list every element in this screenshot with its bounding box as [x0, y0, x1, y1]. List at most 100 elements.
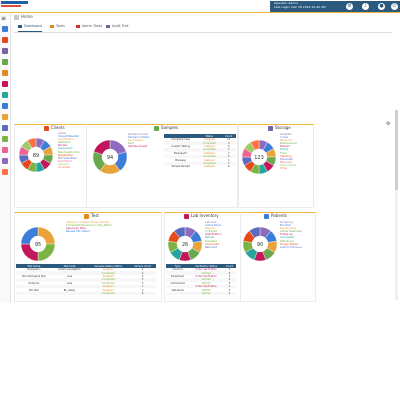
- legend-item[interactable]: Screen Failure: [280, 242, 299, 246]
- table-row[interactable]: Bioassay Assigned 1: [164, 158, 236, 162]
- legend-item[interactable]: Registration: [58, 153, 74, 157]
- legend-item[interactable]: Enrolled: [280, 224, 291, 228]
- legend-item[interactable]: Accepted: [58, 166, 71, 170]
- column-header[interactable]: Sample Count: [129, 264, 156, 268]
- legend-item[interactable]: Qualification: [205, 233, 222, 237]
- legend-item[interactable]: Depleted: [205, 239, 217, 243]
- legend-item[interactable]: Assigned: [58, 162, 70, 166]
- legend-item[interactable]: Active Items: [205, 224, 222, 228]
- sidebar-nav-icon[interactable]: [2, 147, 8, 153]
- table-row[interactable]: Completed 2: [16, 271, 156, 275]
- sidebar-nav-icon[interactable]: [2, 48, 8, 54]
- legend-item[interactable]: Active: [58, 132, 67, 135]
- legend-item[interactable]: Returned: [205, 245, 217, 249]
- sidebar-nav-icon[interactable]: [2, 169, 8, 175]
- legend-item[interactable]: Lost to Follow-up: [280, 245, 302, 249]
- legend-item[interactable]: Sample Arrived: [128, 133, 148, 136]
- sidebar-nav-icon[interactable]: [2, 37, 8, 43]
- legend-item[interactable]: Screening: [280, 221, 293, 224]
- table-row[interactable]: Navigation Initial Investigation Assigned 4: [16, 268, 156, 271]
- table-row[interactable]: Instruments Verified 6: [166, 282, 236, 285]
- tab-admin-tasks[interactable]: Admin Tasks: [76, 22, 102, 31]
- settings-gear-icon[interactable]: ⚙: [386, 121, 391, 127]
- table-row[interactable]: Completed 5: [164, 154, 236, 159]
- legend-item[interactable]: Sample Initiated: [128, 136, 150, 140]
- legend-item[interactable]: Maintenance: [280, 142, 297, 146]
- table-row[interactable]: Microbiological Test Loss Assigned 5: [16, 275, 156, 278]
- legend-item[interactable]: Submitted: [58, 159, 72, 163]
- legend-item[interactable]: New Registration: [58, 150, 81, 154]
- legend-item[interactable]: Quarantined: [280, 163, 297, 167]
- table-row[interactable]: Completed 3: [16, 278, 156, 282]
- legend-item[interactable]: Follow-up: [280, 233, 293, 237]
- legend-item[interactable]: Validation: [58, 141, 71, 145]
- home-icon[interactable]: [14, 14, 19, 20]
- legend-item[interactable]: Approved, Pass: [66, 227, 86, 231]
- table-row[interactable]: Completed 7: [164, 161, 236, 166]
- table-row[interactable]: Bioanalytic Assigned 2: [164, 152, 236, 155]
- table-row[interactable]: Endpoint Loss Completed 2: [16, 282, 156, 285]
- sidebar-nav-icon[interactable]: [2, 125, 8, 131]
- menu-icon[interactable]: ≡: [1, 15, 7, 22]
- table-row[interactable]: Compliant Case Assigned 12: [164, 138, 236, 141]
- column-header[interactable]: Test Group: [16, 264, 52, 268]
- column-header[interactable]: [164, 134, 198, 138]
- table-row[interactable]: Verified 5: [166, 271, 236, 275]
- legend-item[interactable]: Randomized: [280, 227, 297, 231]
- legend-item[interactable]: Other: [280, 167, 288, 171]
- bell-icon[interactable]: ♪: [362, 3, 369, 10]
- sidebar-nav-icon[interactable]: [2, 92, 8, 98]
- legend-item[interactable]: Sample Closed: [128, 145, 148, 149]
- table-row[interactable]: Analytic Testing Assigned 6: [164, 145, 236, 148]
- tab-dashboard[interactable]: Dashboard: [18, 22, 42, 32]
- legend-item[interactable]: Review Fail, Reject: [66, 230, 91, 234]
- legend-item[interactable]: Empty: [280, 148, 289, 152]
- table-row[interactable]: Completed 3: [164, 148, 236, 152]
- donut-segment[interactable]: [93, 139, 111, 155]
- legend-item[interactable]: Expired: [205, 227, 215, 231]
- legend-item[interactable]: Assigned, Creation/Under Review: [66, 221, 110, 224]
- sidebar-nav-icon[interactable]: [2, 158, 8, 164]
- table-row[interactable]: Sample Receipt Assigned 9: [164, 165, 236, 168]
- legend-item[interactable]: Reserved: [280, 139, 293, 143]
- legend-item[interactable]: Consumed: [205, 242, 219, 246]
- legend-item[interactable]: Withdrawn: [280, 239, 294, 243]
- legend-item[interactable]: Qualification: [58, 138, 75, 142]
- legend-item[interactable]: In Use: [280, 136, 289, 140]
- table-row[interactable]: Verified 4: [166, 278, 236, 282]
- legend-item[interactable]: Discarded: [280, 157, 293, 161]
- column-header[interactable]: Status: [197, 134, 222, 138]
- legend-item[interactable]: Lab Area: [205, 221, 217, 224]
- power-icon[interactable]: ⏻: [391, 3, 398, 10]
- page-scrollbar[interactable]: [395, 110, 398, 300]
- legend-item[interactable]: Available: [280, 133, 292, 136]
- table-row[interactable]: Bio Test BL_Assay Assigned 2: [16, 288, 156, 292]
- legend-item[interactable]: Completed: [280, 236, 295, 240]
- table-row[interactable]: Under Verification 1: [166, 284, 236, 289]
- table-row[interactable]: Assigned 1: [16, 284, 156, 289]
- sidebar-nav-icon[interactable]: [2, 26, 8, 32]
- column-header[interactable]: Count: [223, 264, 236, 268]
- legend-item[interactable]: Retired: [205, 236, 215, 240]
- legend-item[interactable]: Expired: [280, 145, 290, 149]
- table-row[interactable]: Verified 2: [166, 291, 236, 296]
- column-header[interactable]: Type: [166, 264, 190, 268]
- table-row[interactable]: Completed 4: [164, 141, 236, 145]
- sidebar-nav-icon[interactable]: [2, 59, 8, 65]
- sidebar-nav-icon[interactable]: [2, 136, 8, 142]
- column-header[interactable]: Samples Testing Status: [87, 264, 130, 268]
- tab-tasks[interactable]: Tasks: [50, 22, 65, 31]
- sidebar-nav-icon[interactable]: [2, 114, 8, 120]
- legend-item[interactable]: Filled: [280, 151, 287, 155]
- column-header[interactable]: Count: [221, 134, 236, 138]
- legend-item[interactable]: Cleaning: [280, 154, 292, 158]
- sidebar-nav-icon[interactable]: [2, 70, 8, 76]
- sidebar-nav-icon[interactable]: [2, 103, 8, 109]
- legend-item[interactable]: Returned: [280, 160, 292, 164]
- tab-audit-trail[interactable]: Audit Trail: [106, 22, 128, 31]
- user-icon[interactable]: ●: [378, 3, 385, 10]
- legend-item[interactable]: Sent: [128, 142, 134, 146]
- legend-item[interactable]: Review: [58, 144, 68, 148]
- legend-item[interactable]: Not Submitted: [58, 156, 77, 160]
- column-header[interactable]: Verification Status: [189, 264, 224, 268]
